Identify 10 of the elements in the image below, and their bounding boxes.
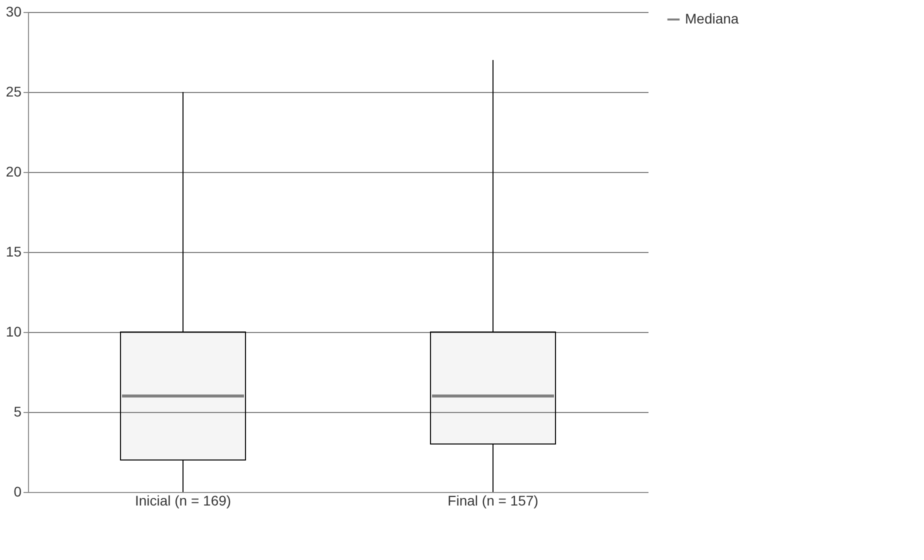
- x-tick-label: Inicial (n = 169): [134, 492, 232, 508]
- y-tick-label: 30: [6, 4, 22, 20]
- legend-label: Mediana: [685, 10, 739, 26]
- y-tick-label: 0: [14, 484, 22, 500]
- y-tick-label: 5: [14, 404, 22, 420]
- y-tick-label: 20: [6, 164, 22, 180]
- y-tick-label: 15: [6, 244, 22, 260]
- y-tick-label: 25: [6, 84, 22, 100]
- x-tick-label: Final (n = 157): [448, 492, 538, 508]
- y-tick-label: 10: [6, 324, 22, 340]
